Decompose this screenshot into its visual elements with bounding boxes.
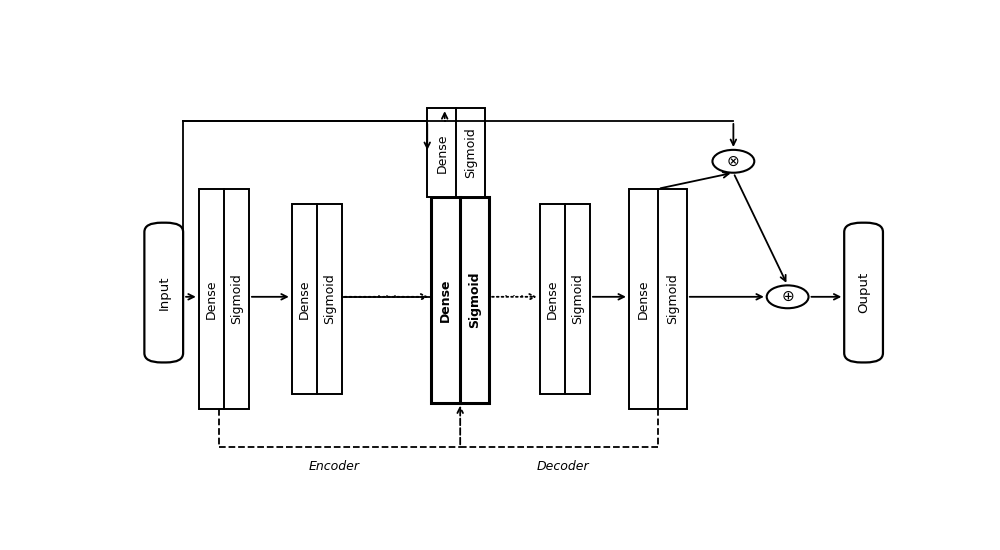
FancyBboxPatch shape bbox=[144, 223, 183, 362]
Text: Sigmoid: Sigmoid bbox=[230, 273, 243, 324]
Bar bbox=[629, 189, 687, 409]
Text: Dense: Dense bbox=[298, 279, 311, 318]
Bar bbox=[540, 204, 590, 394]
Text: Dense: Dense bbox=[546, 279, 559, 318]
Bar bbox=[292, 204, 342, 394]
Text: Sigmoid: Sigmoid bbox=[464, 128, 477, 178]
Text: Dense: Dense bbox=[439, 278, 452, 322]
Text: Sigmoid: Sigmoid bbox=[571, 273, 584, 324]
Text: Dense: Dense bbox=[637, 279, 650, 318]
Text: Sigmoid: Sigmoid bbox=[468, 272, 481, 328]
FancyBboxPatch shape bbox=[844, 223, 883, 362]
Text: Decoder: Decoder bbox=[537, 460, 589, 472]
Text: ⊕: ⊕ bbox=[781, 289, 794, 304]
Bar bbox=[427, 108, 485, 197]
Bar bbox=[199, 189, 249, 409]
Text: Dense: Dense bbox=[205, 279, 218, 318]
Text: Dense: Dense bbox=[435, 133, 448, 173]
Text: ⊗: ⊗ bbox=[727, 154, 740, 169]
Text: Input: Input bbox=[157, 276, 170, 310]
Text: Encoder: Encoder bbox=[309, 460, 360, 472]
Text: Sigmoid: Sigmoid bbox=[666, 273, 679, 324]
Text: · · ·: · · · bbox=[377, 290, 397, 303]
Text: · · ·: · · · bbox=[504, 290, 524, 303]
Text: Ouput: Ouput bbox=[857, 272, 870, 313]
Bar bbox=[431, 197, 489, 403]
Text: Sigmoid: Sigmoid bbox=[323, 273, 336, 324]
